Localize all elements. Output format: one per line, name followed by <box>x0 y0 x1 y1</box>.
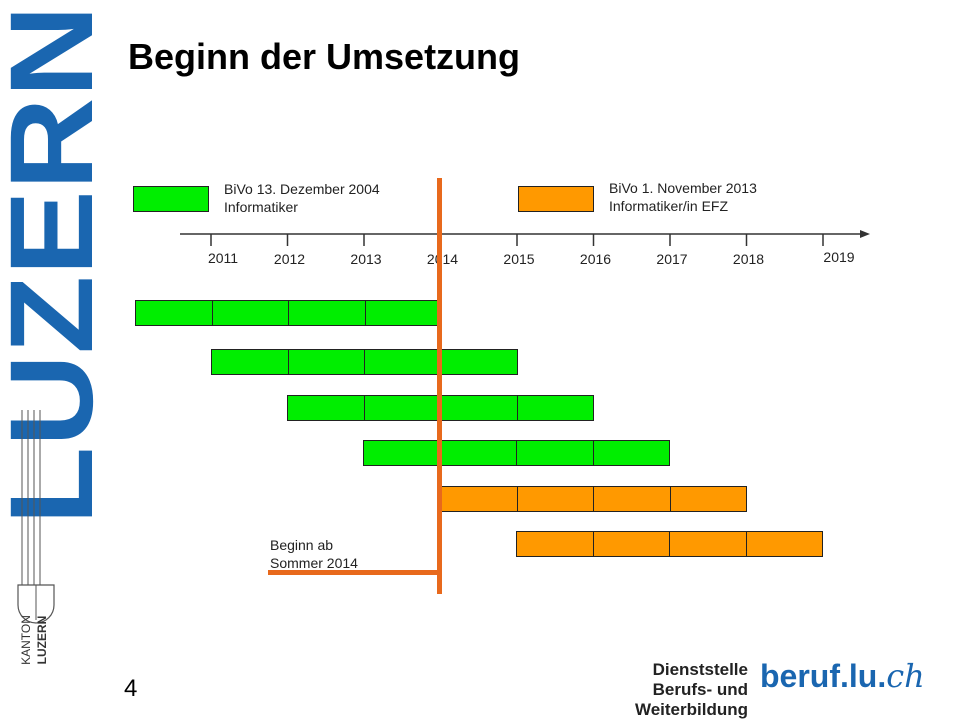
bar-segment <box>364 349 442 375</box>
kanton-luzern-logo: KANTON LUZERN <box>14 410 60 680</box>
site-name: beruf.lu. <box>760 658 887 694</box>
bar-segment <box>516 531 594 557</box>
axis-arrow-icon <box>860 230 870 238</box>
department-name: Dienststelle Berufs- und Weiterbildung <box>634 660 748 719</box>
bar-segment <box>211 300 289 326</box>
bar-segment <box>363 395 441 421</box>
bar-segment <box>363 440 441 466</box>
bar-segment <box>287 349 365 375</box>
legend-old-swatch <box>133 186 209 212</box>
bar-segment <box>516 395 594 421</box>
legend-new-swatch <box>518 186 594 212</box>
bar-segment <box>211 349 289 375</box>
bar-segment <box>592 440 670 466</box>
legend-new-text: BiVo 1. November 2013 Informatiker/in EF… <box>609 180 757 214</box>
bar-segment <box>364 300 442 326</box>
slide-title: Beginn der Umsetzung <box>128 36 521 77</box>
year-label-2014: 2014 <box>426 251 459 267</box>
brand-vertical-luzern: LUZERN <box>0 0 118 530</box>
start-marker-line <box>437 178 442 594</box>
year-label-2018: 2018 <box>732 251 765 267</box>
page-number: 4 <box>124 675 138 702</box>
kanton-logo-text: KANTON <box>19 615 33 665</box>
legend-old-text: BiVo 13. Dezember 2004 Informatiker <box>224 181 380 215</box>
bar-segment <box>440 395 518 421</box>
bar-segment <box>287 395 365 421</box>
site-tld: ch <box>886 657 925 695</box>
bar-segment <box>439 440 517 466</box>
brand-vertical-text: LUZERN <box>0 5 100 525</box>
bar-segment <box>669 486 747 512</box>
bar-segment <box>745 531 823 557</box>
year-label-2015: 2015 <box>503 251 535 267</box>
year-label-2013: 2013 <box>350 251 382 267</box>
bar-segment <box>592 531 670 557</box>
bar-segment <box>516 440 594 466</box>
bar-segment <box>135 300 213 326</box>
start-marker-underline <box>268 570 440 575</box>
year-label-2012: 2012 <box>273 251 306 267</box>
bar-segment <box>440 486 518 512</box>
year-label-2016: 2016 <box>579 251 612 267</box>
bar-segment <box>288 300 366 326</box>
year-label-2017: 2017 <box>656 251 688 267</box>
site-brand: beruf.lu.ch <box>760 657 925 695</box>
bar-segment <box>669 531 747 557</box>
bar-segment <box>593 486 671 512</box>
luzern-logo-text: LUZERN <box>35 616 49 665</box>
bar-segment <box>516 486 594 512</box>
start-marker-text: Beginn ab Sommer 2014 <box>270 537 358 571</box>
year-label-2019: 2019 <box>823 249 855 265</box>
year-label-2011: 2011 <box>207 250 239 266</box>
bar-segment <box>440 349 518 375</box>
